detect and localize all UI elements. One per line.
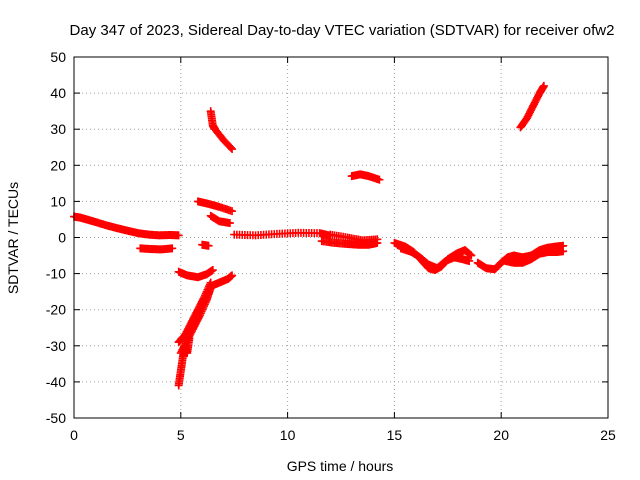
x-tick-label: 5 xyxy=(177,427,185,443)
series-track-s xyxy=(516,81,548,132)
series-track-r xyxy=(501,247,568,267)
data-point xyxy=(199,303,208,312)
data-point xyxy=(196,311,205,320)
y-tick-label: -50 xyxy=(46,410,66,426)
data-point xyxy=(228,271,237,280)
y-tick-label: 40 xyxy=(50,85,66,101)
data-point xyxy=(559,247,568,256)
x-tick-label: 0 xyxy=(70,427,78,443)
series-track-h xyxy=(206,107,237,154)
series-track-a xyxy=(136,244,177,254)
y-tick-label: 0 xyxy=(58,230,66,246)
data-point xyxy=(228,207,237,216)
chart-title: Day 347 of 2023, Sidereal Day-to-day VTE… xyxy=(70,22,615,39)
data-point xyxy=(467,251,476,260)
data-point xyxy=(539,81,548,90)
series-track-e xyxy=(176,284,215,358)
data-point xyxy=(174,231,183,240)
data-point xyxy=(465,256,474,265)
data-point xyxy=(196,309,205,318)
data-point xyxy=(168,244,177,253)
tick-layer: 0 5 10 15 20 25 -50 -40 -30 -20 -10 0 10 20 30 40 50 xyxy=(46,49,616,443)
series-track-b xyxy=(174,265,217,282)
y-axis-title: SDTVAR / TECUs xyxy=(5,182,21,294)
y-tick-label: -10 xyxy=(46,266,66,282)
data-point xyxy=(204,241,213,250)
data-point xyxy=(375,175,384,184)
x-tick-label: 15 xyxy=(387,427,403,443)
y-tick-label: -20 xyxy=(46,302,66,318)
series-main-track xyxy=(70,212,183,240)
series-track-q xyxy=(473,241,568,274)
series-track-n xyxy=(347,170,384,184)
x-tick-label: 25 xyxy=(600,427,616,443)
x-tick-label: 10 xyxy=(280,427,296,443)
data-point xyxy=(225,219,234,228)
data-point xyxy=(198,305,207,314)
data-point xyxy=(373,235,382,244)
data-point xyxy=(200,302,209,311)
x-tick-label: 20 xyxy=(493,427,509,443)
series-track-g xyxy=(198,240,213,250)
data-point xyxy=(197,307,206,316)
series-track-i xyxy=(193,197,237,216)
series-track-k xyxy=(230,228,335,240)
y-tick-label: 20 xyxy=(50,157,66,173)
y-tick-label: -30 xyxy=(46,338,66,354)
series-track-j xyxy=(206,211,234,228)
data-point xyxy=(200,300,209,309)
series-track-f xyxy=(206,271,237,291)
x-axis-title: GPS time / hours xyxy=(287,458,394,474)
series-track-p xyxy=(396,244,474,273)
data-point xyxy=(226,143,235,152)
data-point xyxy=(208,265,217,274)
data-point xyxy=(228,145,237,154)
y-tick-label: -40 xyxy=(46,374,66,390)
y-tick-label: 30 xyxy=(50,121,66,137)
series-track-m xyxy=(326,230,382,245)
y-tick-label: 50 xyxy=(50,49,66,65)
data-layer xyxy=(70,81,568,390)
y-tick-label: 10 xyxy=(50,193,66,209)
grid-layer xyxy=(74,57,608,418)
